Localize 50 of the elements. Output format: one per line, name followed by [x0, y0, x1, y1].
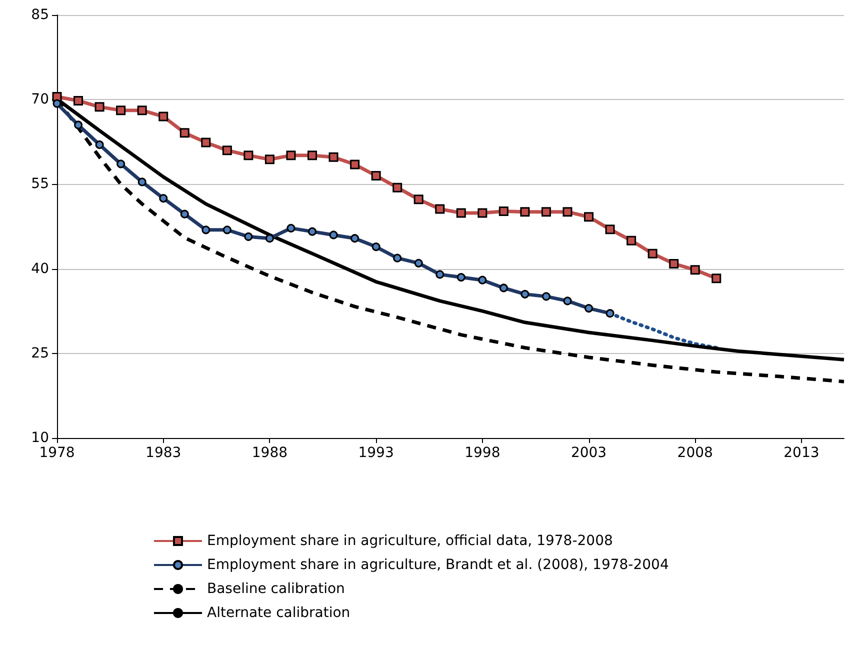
point [350, 160, 360, 170]
x-tick-label: 1978 [39, 445, 75, 461]
legend-label: Alternate calibration [207, 605, 350, 621]
point [605, 224, 615, 234]
point [244, 150, 254, 160]
point [562, 207, 572, 217]
point [371, 170, 381, 180]
point [222, 146, 232, 156]
y-tick-label: 70 [31, 92, 49, 108]
point [94, 102, 104, 112]
point [180, 128, 190, 138]
point [392, 182, 402, 192]
legend-label: Baseline calibration [207, 581, 345, 597]
y-tick-label: 40 [31, 260, 49, 277]
y-tick-label: 85 [31, 7, 49, 23]
point [307, 150, 317, 160]
point [264, 154, 274, 164]
point [456, 208, 466, 218]
y-tick-label: 55 [31, 176, 49, 192]
point [712, 274, 722, 284]
point [286, 150, 296, 160]
point [478, 208, 488, 218]
point [116, 106, 126, 116]
point [690, 265, 700, 275]
point [541, 207, 551, 217]
x-tick-label: 2003 [570, 445, 607, 461]
point [648, 248, 658, 258]
x-tick-label: 1983 [146, 445, 182, 461]
point [520, 207, 530, 217]
point [584, 212, 594, 222]
point [328, 152, 338, 162]
point [137, 106, 147, 116]
point [669, 258, 679, 268]
y-tick-label: 10 [31, 430, 49, 446]
point [626, 236, 636, 246]
legend-label: Employment share in agriculture, Brandt et al. (2008), 1978-2004 [207, 557, 669, 573]
point [74, 96, 84, 106]
x-tick-label: 1988 [252, 445, 288, 461]
point [158, 112, 168, 122]
x-tick-label: 2008 [677, 445, 713, 461]
legend-label: Employment share in agriculture, official data, 1978-2008 [207, 533, 613, 549]
point [201, 138, 211, 148]
point [52, 92, 62, 102]
x-tick-label: 1998 [464, 445, 500, 461]
point [435, 204, 445, 214]
y-tick-label: 25 [31, 345, 49, 362]
x-tick-label: 1993 [358, 445, 394, 461]
point [498, 206, 508, 216]
x-tick-label: 2013 [784, 445, 820, 461]
point [414, 194, 424, 204]
